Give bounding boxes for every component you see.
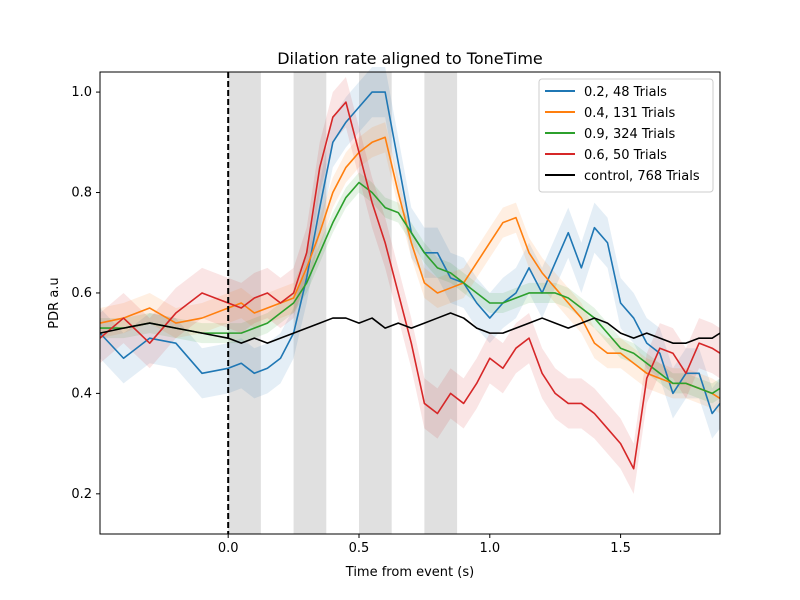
legend-label: 0.9, 324 Trials [584,127,675,142]
y-tick-label: 0.8 [71,186,92,201]
y-tick-label: 0.6 [71,286,92,301]
shaded-intervals [228,72,458,534]
x-tick-label: 1.0 [479,541,500,556]
x-axis-ticks: 0.0 0.5 1.0 1.5 [218,534,631,556]
x-tick-label: 1.5 [610,541,631,556]
shaded-interval-2 [293,72,327,534]
chart-title: Dilation rate aligned to ToneTime [277,49,543,68]
series-band-4 [100,77,720,494]
shaded-interval-4 [424,72,458,534]
shaded-interval-1 [228,72,261,534]
series-band-1 [100,66,720,439]
legend-label: control, 768 Trials [584,169,700,184]
series-line-1 [99,91,721,415]
legend-box [538,78,714,193]
series-line-2 [99,136,721,400]
y-tick-label: 0.2 [71,487,92,502]
x-tick-label: 0.0 [218,541,239,556]
x-tick-label: 0.5 [349,541,370,556]
y-tick-label: 0.4 [71,386,92,401]
x-axis-label: Time from event (s) [345,565,474,580]
series-line-4 [99,101,721,470]
confidence-bands [100,66,720,494]
series-line-5 [99,312,721,344]
legend-label: 0.6, 50 Trials [584,148,667,163]
plot-frame [99,71,721,535]
legend: 0.2, 48 Trials 0.4, 131 Trials 0.9, 324 Tr… [538,78,714,193]
y-tick-label: 1.0 [71,85,92,100]
series-band-2 [100,122,720,414]
series-line-3 [100,181,721,395]
legend-items: 0.2, 48 Trials 0.4, 131 Trials 0.9, 324 Tr… [545,85,700,184]
legend-label: 0.4, 131 Trials [584,106,675,121]
y-axis-ticks: 0.2 0.4 0.6 0.8 1.0 [71,85,100,502]
series-band-3 [100,172,720,404]
legend-label: 0.2, 48 Trials [584,85,667,100]
y-axis-label: PDR a.u [47,277,62,328]
series-lines [99,91,721,470]
